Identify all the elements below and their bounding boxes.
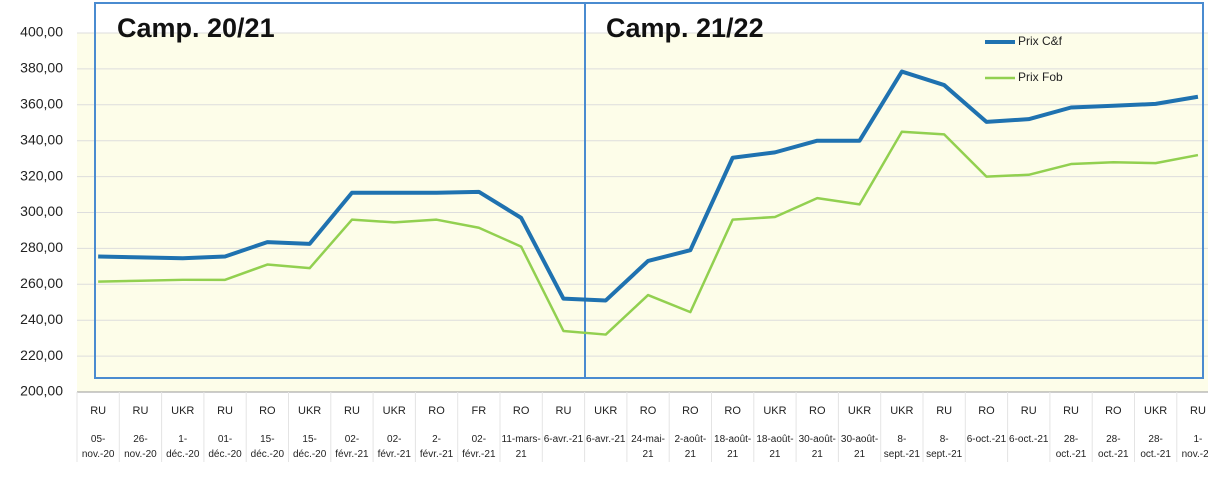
x-tick-label: 30-août-21: [798, 434, 836, 460]
y-tick-label: 380,00: [20, 60, 63, 76]
origin-label: RU: [217, 405, 233, 417]
origin-label: UKR: [298, 405, 321, 417]
x-tick-label: 02-févr.-21: [462, 434, 496, 460]
origin-label: RO: [259, 405, 276, 417]
x-tick-label: 28-oct.-21: [1140, 434, 1171, 460]
origin-label: UKR: [848, 405, 871, 417]
x-tick-label: 6-avr.-21: [586, 434, 626, 445]
y-tick-label: 240,00: [20, 311, 63, 327]
origin-label: UKR: [890, 405, 913, 417]
series-line: [98, 69, 1199, 303]
origin-label: RU: [1063, 405, 1079, 417]
x-tick-label: 11-mars-21: [501, 434, 541, 460]
y-tick-label: 200,00: [20, 383, 63, 399]
origin-label: RO: [809, 405, 826, 417]
origin-label: RO: [978, 405, 995, 417]
origin-label: RU: [344, 405, 360, 417]
series-line: [98, 130, 1199, 336]
campaign-box: [584, 2, 1204, 379]
x-tick-label: 8-sept.-21: [883, 434, 920, 460]
x-tick-label: 8-sept.-21: [926, 434, 963, 460]
x-tick-label: 30-août-21: [840, 434, 879, 460]
x-tick-label: 1-déc.-20: [166, 434, 200, 460]
x-tick-label: 26-nov.-20: [124, 434, 157, 460]
origin-label: RU: [90, 405, 106, 417]
y-tick-label: 300,00: [20, 203, 63, 219]
x-tick-label: 02-févr.-21: [335, 434, 369, 460]
legend-label: Prix C&f: [1018, 34, 1063, 48]
x-tick-label: 6-oct.-21: [966, 434, 1007, 445]
x-tick-label: 28-oct.-21: [1098, 434, 1129, 460]
origin-label: UKR: [383, 405, 406, 417]
origin-label: FR: [472, 405, 487, 417]
y-tick-label: 220,00: [20, 347, 63, 363]
y-tick-label: 280,00: [20, 239, 63, 255]
origin-label: RO: [682, 405, 699, 417]
origin-label: RO: [1105, 405, 1122, 417]
x-tick-label: 24-mai-21: [631, 434, 665, 460]
x-tick-label: 1-nov.-21: [1181, 434, 1208, 460]
x-tick-label: 28-oct.-21: [1055, 434, 1087, 460]
origin-label: RU: [133, 405, 149, 417]
origin-label: UKR: [594, 405, 617, 417]
origin-label: RO: [640, 405, 657, 417]
origin-label: RU: [1190, 405, 1206, 417]
origin-label: RO: [724, 405, 741, 417]
legend-label: Prix Fob: [1018, 70, 1063, 84]
y-tick-label: 400,00: [20, 24, 63, 40]
x-tick-label: 2-févr.-21: [419, 434, 454, 460]
annotation: Camp. 21/22: [606, 13, 764, 43]
x-tick-label: 02-févr.-21: [377, 434, 411, 460]
y-tick-label: 340,00: [20, 131, 63, 147]
y-tick-label: 260,00: [20, 275, 63, 291]
origin-label: UKR: [763, 405, 786, 417]
x-tick-label: 6-avr.-21: [543, 434, 584, 445]
origin-label: RO: [428, 405, 445, 417]
x-tick-label: 2-août-21: [674, 434, 707, 460]
y-tick-label: 320,00: [20, 167, 63, 183]
x-tick-label: 15-déc.-20: [250, 434, 285, 460]
origin-label: UKR: [171, 405, 194, 417]
x-tick-label: 18-août-21: [714, 434, 752, 460]
origin-label: RO: [513, 405, 530, 417]
origin-label: RU: [556, 405, 572, 417]
y-tick-label: 360,00: [20, 96, 63, 112]
origin-label: RU: [1021, 405, 1037, 417]
x-tick-label: 18-août-21: [756, 434, 794, 460]
x-tick-label: 05-nov.-20: [81, 434, 115, 460]
origin-label: UKR: [1144, 405, 1167, 417]
x-tick-label: 15-déc.-20: [292, 434, 327, 460]
x-tick-label: 6-oct.-21: [1009, 434, 1049, 445]
annotation: Camp. 20/21: [117, 13, 275, 43]
origin-label: RU: [936, 405, 952, 417]
x-tick-label: 01-déc.-20: [208, 434, 242, 460]
